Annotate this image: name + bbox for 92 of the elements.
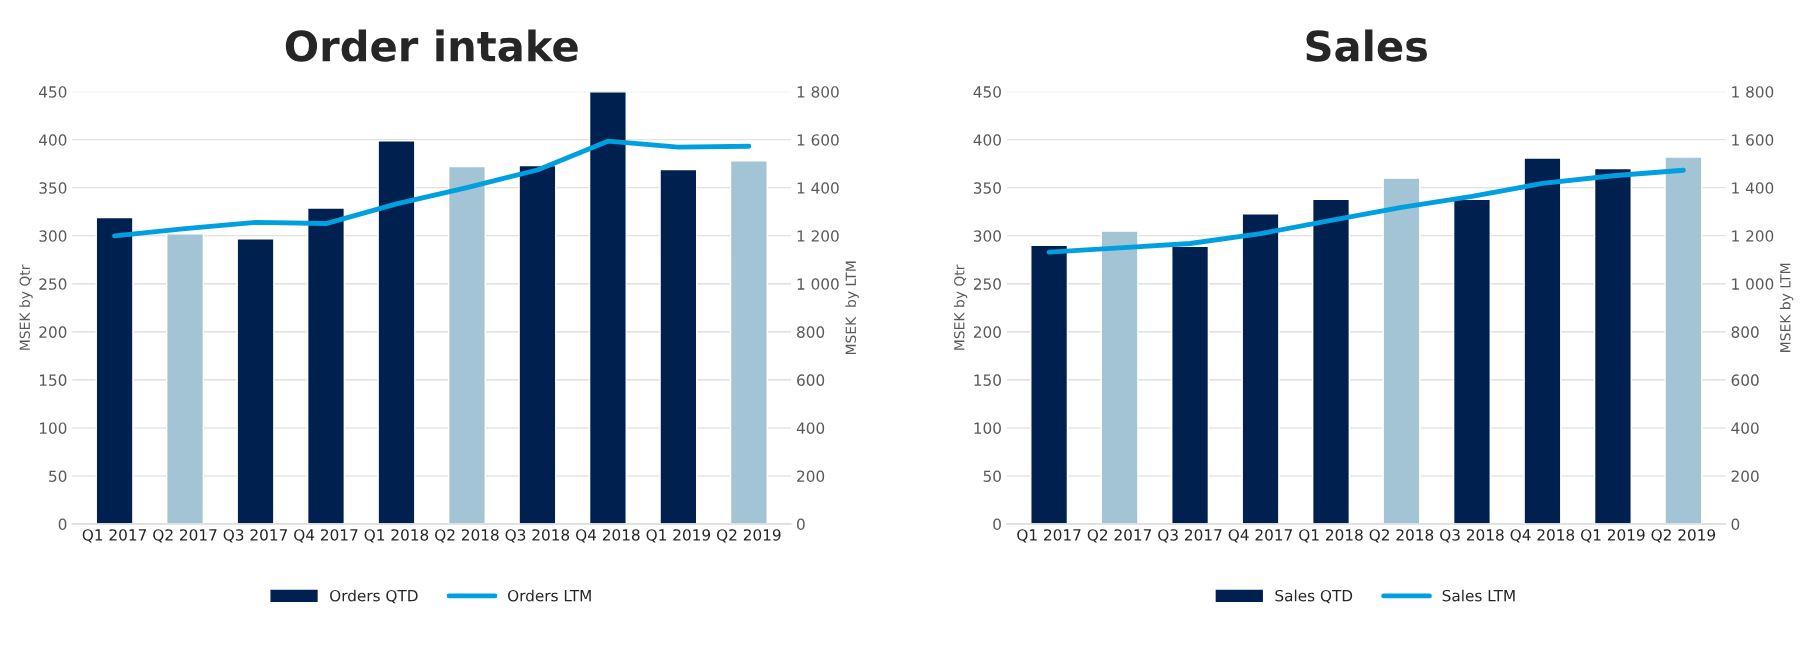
y-tick-label: 0 [58, 518, 67, 531]
bar [1452, 198, 1491, 524]
x-tick-label: Q3 2017 [223, 529, 287, 543]
y-tick-label: 100 [974, 422, 1001, 434]
y2-tick-label: 1 200 [797, 230, 839, 242]
x-tick-label: Q1 2018 [1299, 529, 1363, 543]
legend-label: Sales LTM [1442, 589, 1515, 602]
bar [1382, 177, 1421, 524]
bar [729, 160, 768, 524]
bar [1523, 157, 1562, 524]
y-tick-label: 200 [39, 326, 67, 338]
x-tick-label: Q4 2017 [294, 529, 358, 543]
legend-label: Orders LTM [508, 589, 591, 602]
x-tick-label: Q3 2018 [505, 529, 570, 543]
bar [518, 164, 557, 524]
y-tick-label: 450 [39, 86, 67, 98]
chart-title: Sales [1306, 29, 1428, 62]
y-tick-label: 250 [973, 278, 1001, 290]
y2-tick-label: 1 000 [1732, 278, 1774, 290]
y2-tick-label: 800 [797, 326, 825, 338]
x-tick-label: Q4 2018 [1510, 529, 1575, 543]
y-tick-label: 450 [973, 86, 1001, 98]
y2-tick-label: 1 400 [1732, 182, 1774, 194]
y2-tick-label: 1 800 [1732, 86, 1774, 98]
y2-tick-label: 0 [797, 518, 805, 531]
y-tick-label: 50 [983, 470, 1001, 482]
x-tick-label: Q2 2018 [1369, 529, 1434, 543]
y2-tick-label: 0 [1731, 518, 1740, 531]
y2-tick-label: 1 600 [1732, 134, 1774, 146]
x-tick-label: Q4 2017 [1228, 529, 1292, 543]
bar [659, 168, 698, 524]
y2-tick-label: 200 [1731, 470, 1759, 482]
y-axis-title: MSEK by Qtr [953, 264, 968, 350]
y-tick-label: 350 [973, 182, 1001, 194]
bar [95, 216, 134, 524]
y-tick-label: 400 [973, 134, 1001, 146]
y2-tick-label: 1 000 [797, 278, 839, 290]
y-tick-label: 150 [39, 374, 67, 386]
x-tick-label: Q1 2018 [364, 529, 429, 543]
bar [447, 165, 486, 524]
bar [1664, 156, 1703, 524]
x-tick-label: Q1 2017 [82, 529, 146, 543]
legend-label: Orders QTD [330, 589, 418, 604]
bar [588, 91, 627, 524]
x-tick-label: Q3 2018 [1440, 529, 1504, 543]
chart-title: Order intake [285, 29, 578, 62]
x-tick-label: Q2 2019 [716, 529, 781, 543]
x-tick-label: Q2 2017 [1087, 529, 1152, 543]
y2-tick-label: 800 [1731, 326, 1759, 338]
x-tick-label: Q1 2019 [646, 529, 711, 543]
y2-tick-label: 400 [1731, 422, 1759, 434]
y-tick-label: 300 [973, 230, 1001, 242]
y-axis-title: MSEK by Qtr [19, 264, 33, 350]
y2-tick-label: 1 200 [1732, 230, 1774, 242]
x-tick-label: Q3 2017 [1158, 529, 1222, 543]
x-tick-label: Q4 2018 [576, 529, 640, 543]
y2-tick-label: 1 800 [797, 86, 839, 98]
y-tick-label: 0 [993, 518, 1001, 531]
bar [1241, 213, 1280, 524]
x-tick-label: Q2 2018 [435, 529, 499, 543]
y2-tick-label: 200 [797, 470, 825, 482]
x-tick-label: Q2 2017 [153, 529, 217, 543]
y2-tick-label: 400 [796, 422, 825, 434]
y2-axis-title: MSEK by LTM [1779, 263, 1794, 352]
bar [306, 207, 346, 524]
x-tick-label: Q1 2019 [1581, 529, 1645, 543]
bar [236, 237, 275, 524]
y-tick-label: 50 [49, 470, 67, 482]
bar [1593, 167, 1632, 524]
bar [1030, 244, 1069, 524]
line-series [1046, 167, 1686, 255]
line-series [112, 138, 752, 239]
legend-label: Sales QTD [1275, 589, 1353, 604]
y2-axis-title: MSEK by LTM [845, 261, 859, 355]
bar [1100, 230, 1139, 524]
y-tick-label: 250 [39, 278, 67, 290]
bar [1311, 198, 1351, 524]
x-tick-label: Q1 2017 [1017, 529, 1081, 543]
y-tick-label: 350 [39, 182, 67, 194]
y2-tick-label: 1 400 [797, 182, 839, 194]
y2-tick-label: 600 [797, 374, 825, 386]
x-tick-label: Q2 2019 [1651, 529, 1716, 543]
y-tick-label: 100 [39, 422, 67, 434]
bar [377, 139, 416, 524]
y-tick-label: 300 [39, 230, 67, 242]
y-tick-label: 400 [39, 134, 67, 146]
y2-tick-label: 1 600 [797, 134, 839, 146]
bar [1171, 245, 1210, 524]
bar [166, 233, 205, 524]
y-tick-label: 150 [974, 374, 1001, 386]
y2-tick-label: 600 [1731, 374, 1759, 386]
y-tick-label: 200 [973, 326, 1001, 338]
